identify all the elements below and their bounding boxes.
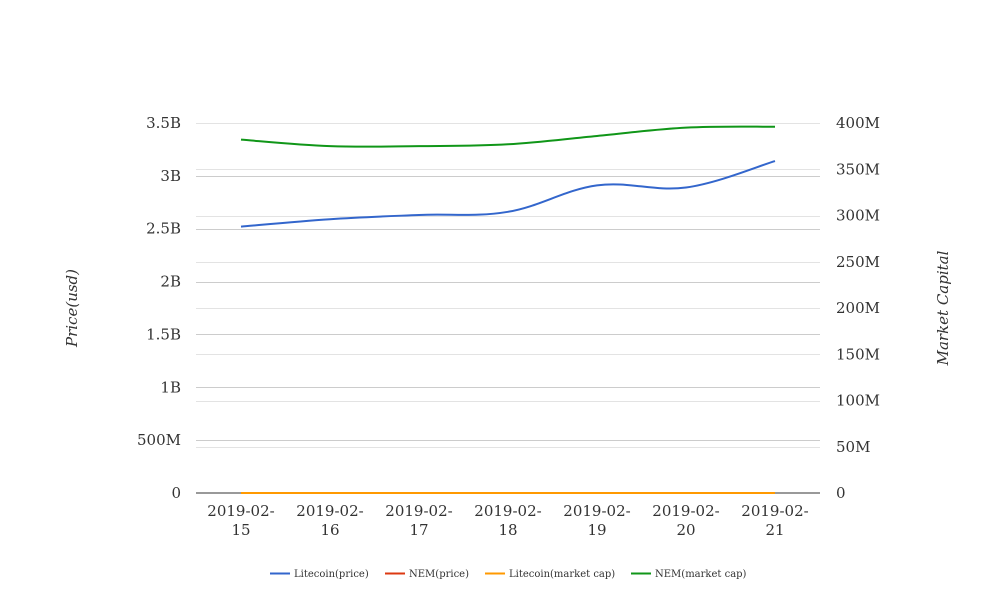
right-tick-label: 400M — [836, 114, 880, 132]
series-lines — [240, 125, 776, 495]
right-tick-label: 0 — [836, 484, 846, 502]
legend-label: NEM(price) — [409, 569, 469, 580]
right-tick-label: 250M — [836, 253, 880, 271]
right-axis-ticks: 0 50M 100M 150M 200M 250M 300M 350M 400M — [836, 114, 880, 502]
legend-label: NEM(market cap) — [655, 569, 747, 580]
left-axis-title: Price(usd) — [63, 269, 81, 348]
grid-lines — [196, 123, 820, 448]
legend-item-nem-market-cap[interactable]: NEM(market cap) — [631, 569, 747, 580]
legend-label: Litecoin(price) — [294, 569, 369, 580]
left-tick-label: 3B — [160, 167, 181, 185]
left-tick-label: 1.5B — [146, 325, 181, 343]
left-tick-label: 3.5B — [146, 114, 181, 132]
x-tick-label: 2019-02-20 — [652, 502, 719, 539]
left-axis-ticks: 0 500M 1B 1.5B 2B 2.5B 3B 3.5B — [137, 114, 181, 502]
right-tick-label: 150M — [836, 345, 880, 363]
right-axis-title: Market Capital — [934, 250, 952, 366]
series-line-nem-market-cap — [240, 125, 776, 148]
x-tick-label: 2019-02-16 — [296, 502, 363, 539]
left-tick-label: 500M — [137, 431, 181, 449]
right-tick-label: 100M — [836, 392, 880, 410]
right-tick-label: 200M — [836, 299, 880, 317]
x-tick-label: 2019-02-19 — [563, 502, 630, 539]
left-tick-label: 0 — [171, 484, 181, 502]
right-tick-label: 350M — [836, 160, 880, 178]
legend-item-litecoin-market-cap[interactable]: Litecoin(market cap) — [485, 569, 615, 580]
x-axis-ticks: 2019-02-15 2019-02-16 2019-02-17 2019-02-18… — [207, 502, 808, 539]
x-tick-label: 2019-02-21 — [741, 502, 808, 539]
x-tick-label: 2019-02-17 — [385, 502, 452, 539]
left-tick-label: 2B — [160, 273, 181, 291]
legend-item-litecoin-price[interactable]: Litecoin(price) — [270, 569, 369, 580]
right-tick-label: 50M — [836, 438, 870, 456]
legend-label: Litecoin(market cap) — [509, 569, 615, 580]
x-tick-label: 2019-02-15 — [207, 502, 274, 539]
x-tick-label: 2019-02-18 — [474, 502, 541, 539]
right-tick-label: 300M — [836, 207, 880, 225]
left-tick-label: 2.5B — [146, 220, 181, 238]
series-line-litecoin-price — [240, 160, 776, 228]
left-tick-label: 1B — [160, 378, 181, 396]
legend-item-nem-price[interactable]: NEM(price) — [385, 569, 469, 580]
legend: Litecoin(price) NEM(price) Litecoin(market… — [270, 569, 747, 580]
